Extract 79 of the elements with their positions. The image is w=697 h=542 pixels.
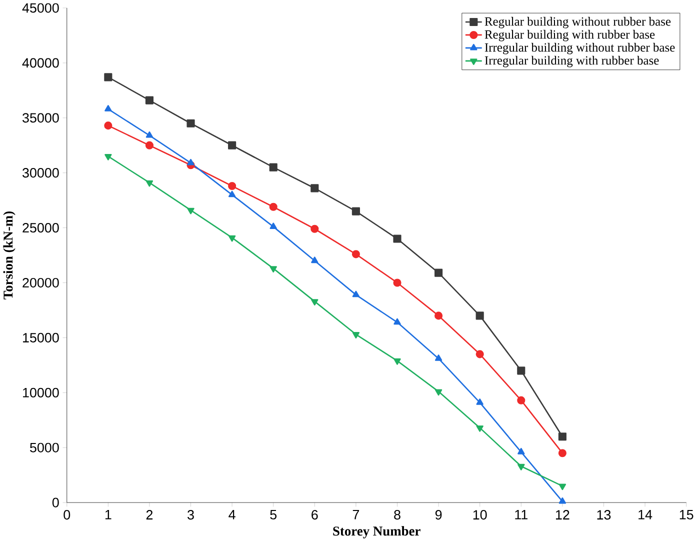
point [145,142,154,150]
point [146,132,154,138]
x-tick-label: 3 [188,510,194,520]
point [558,432,566,441]
point [518,464,525,471]
point [476,398,484,406]
legend-label: Regular building with rubber base [484,30,655,42]
point [434,312,443,320]
point [146,180,154,187]
legend-label: Regular building without rubber base [484,17,671,28]
x-tick-label: 0 [64,510,70,520]
x-tick-label: 11 [515,510,528,520]
x-tick-label: 9 [435,510,442,520]
point [352,250,360,258]
x-tick-label: 4 [228,510,236,520]
y-tick-label: 30000 [22,168,59,178]
y-tick-label: 5000 [30,443,59,453]
point [434,389,442,396]
x-tick-label: 1 [105,510,112,520]
x-tick-label: 7 [352,510,360,520]
y-tick-label: 0 [52,498,59,508]
point [434,269,443,278]
x-axis-title: Storey Number [333,526,420,539]
point [104,105,112,112]
legend-label: Irregular building without rubber base [484,43,675,54]
point [311,256,318,264]
point [558,484,566,490]
point [517,396,526,405]
point [476,312,484,320]
point [393,234,402,244]
x-tick-label: 13 [597,510,611,520]
point [434,354,442,362]
point [311,299,318,306]
x-tick-label: 8 [394,510,400,520]
point [394,318,401,325]
point [187,208,194,214]
point [228,236,236,242]
point [352,290,360,298]
point [310,184,319,192]
point [310,225,319,234]
y-tick-label: 20000 [22,278,59,288]
y-tick-label: 45000 [22,3,59,13]
y-tick-label: 40000 [22,58,59,68]
point [269,203,278,212]
x-tick-label: 12 [556,510,570,520]
x-tick-label: 5 [270,510,277,520]
point [352,207,360,216]
point [228,142,236,150]
point [558,449,566,458]
point [104,154,112,161]
point [394,358,401,366]
point [186,120,195,128]
point [518,448,525,455]
point [393,278,402,287]
point [228,182,236,190]
point [104,73,112,82]
x-tick-label: 6 [312,510,318,520]
point [104,122,112,130]
y-tick-label: 15000 [23,333,59,343]
point [270,266,277,273]
point [187,159,194,166]
point [269,163,278,172]
y-axis-title: Torsion (kN-m) [3,212,16,300]
point [558,498,566,504]
y-tick-label: 35000 [22,113,59,123]
point [270,222,277,230]
point [228,190,236,198]
x-tick-label: 2 [146,510,153,520]
point [145,96,154,105]
point [476,350,484,358]
y-tick-label: 25000 [22,223,59,233]
legend-label: Irregular building with rubber base [484,56,659,68]
x-tick-label: 15 [680,510,694,520]
y-tick-label: 10000 [23,388,59,398]
point [352,332,360,339]
x-tick-label: 10 [473,510,487,520]
x-tick-label: 14 [638,510,652,520]
point [517,366,526,375]
point [476,426,484,432]
